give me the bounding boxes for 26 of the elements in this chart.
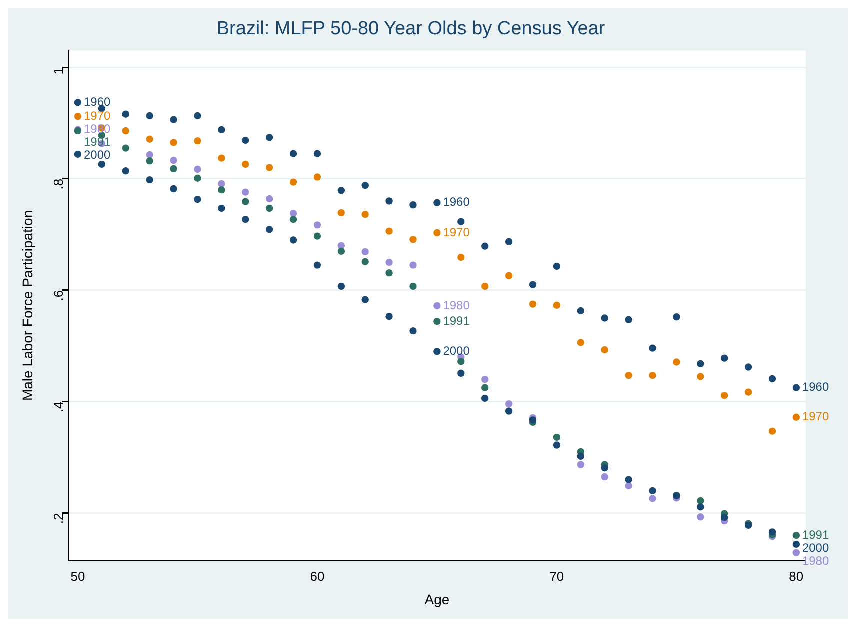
text: 1980 bbox=[443, 298, 470, 312]
text: 2000 bbox=[84, 148, 111, 162]
series-label: 1970 bbox=[802, 410, 830, 424]
y-tick-label: .6 bbox=[50, 290, 66, 302]
text: 1970 bbox=[84, 108, 111, 123]
text: 1980 bbox=[802, 554, 830, 568]
text: 1991 bbox=[84, 135, 111, 150]
series-label: 1960 bbox=[802, 380, 830, 394]
x-tick-label: 60 bbox=[310, 568, 325, 584]
x-tick-label: 80 bbox=[789, 568, 804, 584]
series-label: 2000 bbox=[443, 344, 470, 358]
text: 1970 bbox=[443, 225, 470, 240]
x-tick-label: 70 bbox=[550, 568, 564, 584]
y-tick-label: .4 bbox=[50, 402, 66, 413]
y-tick-label: .2 bbox=[50, 513, 66, 524]
y-tick-label: 1 bbox=[50, 68, 66, 75]
y-axis-title: Male Labor Force Participation bbox=[19, 210, 36, 402]
x-tick-label: 50 bbox=[70, 568, 86, 584]
text: 1991 bbox=[443, 314, 470, 328]
text: 1960 bbox=[443, 195, 470, 210]
series-label: 1991 bbox=[802, 528, 830, 542]
x-axis-title: Age bbox=[424, 591, 450, 608]
chart-title: Brazil: MLFP 50-80 Year Olds by Census Year bbox=[216, 18, 606, 40]
text: 1960 bbox=[84, 94, 111, 109]
text: 2000 bbox=[802, 540, 830, 555]
y-tick-label: .8 bbox=[50, 178, 66, 190]
